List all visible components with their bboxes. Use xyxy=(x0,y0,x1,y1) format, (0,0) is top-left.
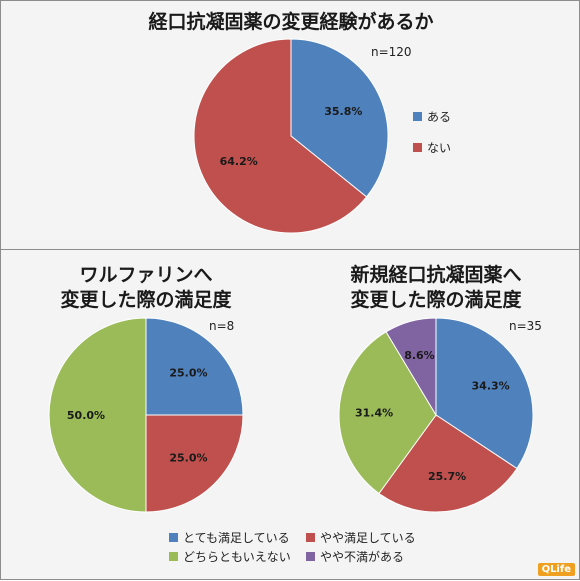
newdrug-pie-slice-1 xyxy=(378,414,518,513)
legend-label: ある xyxy=(427,110,452,124)
warfarin-pie: 25.0% 25.0% 50.0% xyxy=(48,317,244,513)
warfarin-pie-slice-0 xyxy=(145,317,244,416)
legend-item-somewhat-dissatisfied: やや不満がある xyxy=(306,548,404,565)
warfarin-pie-data-label-2: 50.0% xyxy=(67,409,105,422)
top-pie-data-label-1: 64.2% xyxy=(220,155,258,168)
warfarin-pie-slice-1 xyxy=(145,414,244,513)
legend-item-neutral: どちらともいえない xyxy=(169,548,291,565)
top-pie: 35.8% 64.2% xyxy=(193,38,389,234)
legend-swatch-blue xyxy=(169,533,178,542)
newdrug-pie-slice-3 xyxy=(385,317,437,417)
newdrug-pie-data-label-0: 34.3% xyxy=(472,380,510,393)
legend-label: とても満足している xyxy=(183,531,290,545)
warfarin-pie-data-label-0: 25.0% xyxy=(169,367,207,380)
top-pie-slice-1 xyxy=(193,38,368,234)
legend-item-nai: ない xyxy=(413,139,451,156)
warfarin-pie-data-label-1: 25.0% xyxy=(169,451,207,464)
legend-label: ない xyxy=(427,141,452,155)
newdrug-pie-data-label-1: 25.7% xyxy=(428,470,466,483)
bottom-charts-panel: ワルファリンへ 変更した際の満足度 新規経口抗凝固薬へ 変更した際の満足度 n=… xyxy=(0,249,580,580)
legend-swatch-blue xyxy=(413,112,422,121)
qlife-logo: QLife xyxy=(537,563,575,576)
newdrug-pie-data-label-3: 8.6% xyxy=(404,349,435,362)
legend-label: どちらともいえない xyxy=(183,550,291,564)
newdrug-chart-title-line1: 新規経口抗凝固薬へ xyxy=(350,264,522,286)
newdrug-chart-title-line2: 変更した際の満足度 xyxy=(350,289,522,311)
top-pie-svg: 35.8% 64.2% xyxy=(193,38,389,234)
newdrug-sample-size: n=35 xyxy=(509,319,542,333)
legend-label: やや満足している xyxy=(320,531,416,545)
legend-swatch-purple xyxy=(306,552,315,561)
legend-item-very-satisfied: とても満足している xyxy=(169,529,290,546)
warfarin-chart-title-line2: 変更した際の満足度 xyxy=(60,289,232,311)
top-pie-data-label-0: 35.8% xyxy=(324,105,362,118)
top-chart-panel: 経口抗凝固薬の変更経験があるか n=120 35.8% 64.2% ある ない xyxy=(0,0,580,250)
top-pie-slice-0 xyxy=(290,38,389,198)
legend-item-somewhat-satisfied: やや満足している xyxy=(306,529,416,546)
newdrug-pie-data-label-2: 31.4% xyxy=(355,406,393,419)
legend-swatch-red xyxy=(306,533,315,542)
top-chart-title: 経口抗凝固薬の変更経験があるか xyxy=(148,11,434,33)
bottom-pies-svg: 25.0% 25.0% 50.0% 34.3% 25.7% 31.4% 8.6% xyxy=(48,317,534,513)
legend-label: やや不満がある xyxy=(320,550,405,564)
warfarin-sample-size: n=8 xyxy=(209,319,235,333)
legend-swatch-green xyxy=(169,552,178,561)
newdrug-pie-slice-2 xyxy=(338,331,437,495)
legend-item-aru: ある xyxy=(413,108,451,125)
warfarin-pie-slice-2 xyxy=(48,317,147,513)
warfarin-chart-title-line1: ワルファリンへ xyxy=(79,264,213,286)
legend-swatch-red xyxy=(413,143,422,152)
top-sample-size: n=120 xyxy=(371,45,412,59)
newdrug-pie: 34.3% 25.7% 31.4% 8.6% xyxy=(338,317,534,513)
